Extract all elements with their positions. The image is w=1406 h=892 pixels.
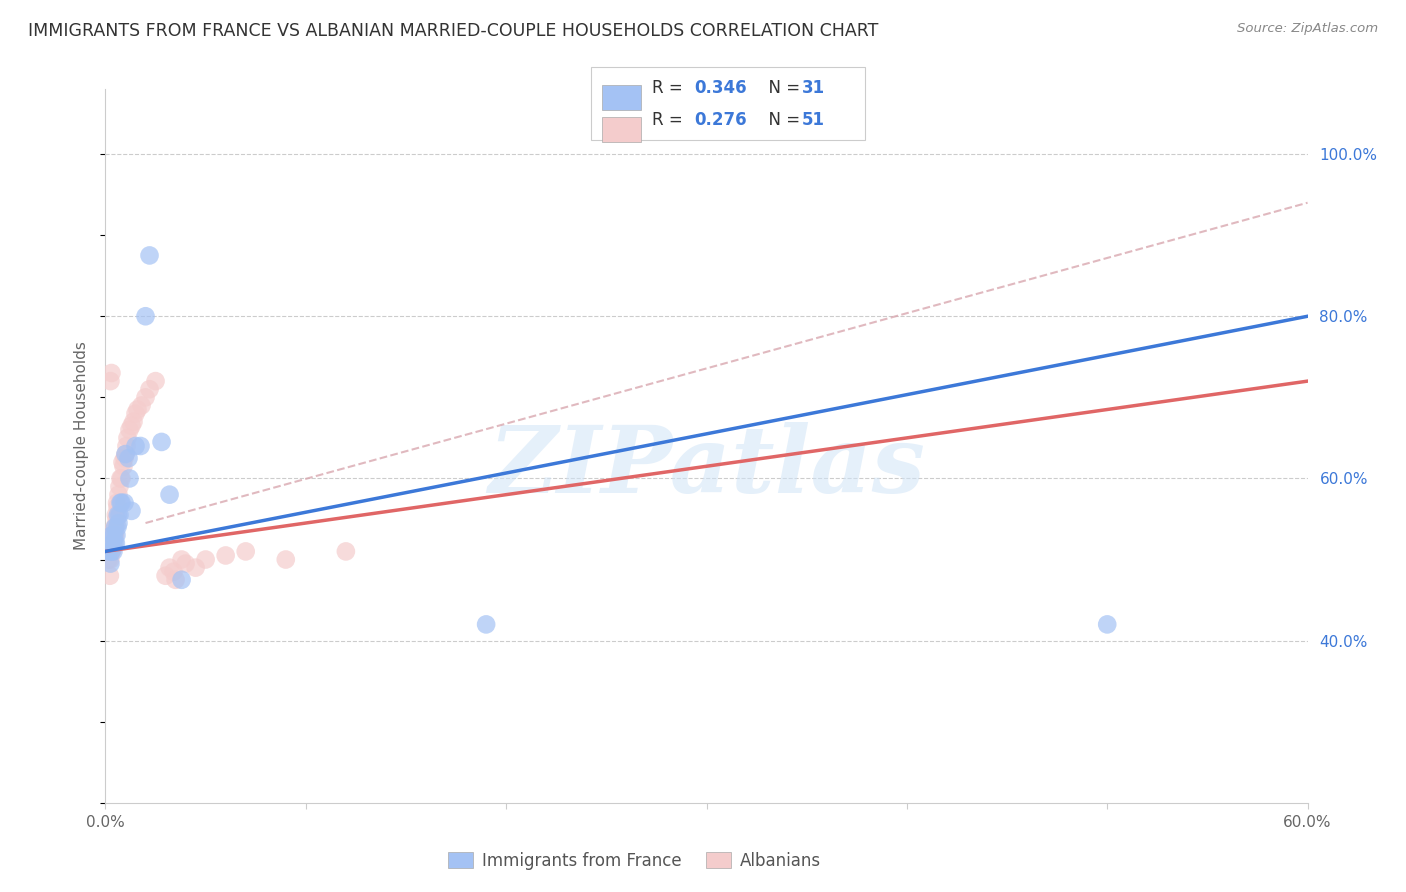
Point	[115, 439, 138, 453]
Point	[170, 552, 193, 566]
Point	[135, 310, 157, 324]
Point	[105, 496, 128, 510]
Point	[105, 528, 128, 542]
Text: 51: 51	[801, 112, 824, 129]
Point	[101, 528, 124, 542]
Point	[103, 520, 125, 534]
Point	[174, 557, 197, 571]
Point	[121, 418, 143, 433]
Text: 0.346: 0.346	[695, 79, 747, 97]
Point	[159, 488, 181, 502]
Text: ZIPatlas: ZIPatlas	[488, 423, 925, 512]
Point	[135, 390, 157, 404]
Point	[129, 439, 152, 453]
Point	[274, 552, 297, 566]
Point	[98, 544, 121, 558]
Point	[107, 520, 129, 534]
Point	[110, 496, 132, 510]
Point	[124, 407, 146, 421]
Point	[107, 516, 129, 530]
Point	[114, 447, 136, 461]
Text: R =: R =	[652, 112, 689, 129]
Point	[100, 374, 122, 388]
Point	[235, 544, 257, 558]
Point	[103, 536, 125, 550]
Y-axis label: Married-couple Households: Married-couple Households	[75, 342, 90, 550]
Point	[103, 528, 125, 542]
Point	[335, 544, 357, 558]
Point	[108, 508, 131, 522]
Point	[98, 544, 121, 558]
Point	[100, 544, 122, 558]
Text: IMMIGRANTS FROM FRANCE VS ALBANIAN MARRIED-COUPLE HOUSEHOLDS CORRELATION CHART: IMMIGRANTS FROM FRANCE VS ALBANIAN MARRI…	[28, 22, 879, 40]
Point	[214, 549, 236, 563]
Point	[104, 536, 127, 550]
Point	[110, 471, 132, 485]
Point	[101, 536, 124, 550]
Point	[112, 459, 135, 474]
Point	[159, 560, 181, 574]
Point	[118, 423, 141, 437]
Point	[100, 552, 122, 566]
Text: 0.276: 0.276	[695, 112, 747, 129]
Point	[110, 471, 132, 485]
Point	[104, 508, 127, 522]
Point	[100, 557, 122, 571]
Point	[108, 479, 131, 493]
Point	[103, 541, 125, 555]
Point	[100, 366, 122, 380]
Point	[117, 431, 139, 445]
Text: 31: 31	[801, 79, 824, 97]
Point	[107, 500, 129, 514]
Point	[122, 415, 145, 429]
Text: R =: R =	[652, 79, 689, 97]
Point	[103, 544, 125, 558]
Point	[100, 544, 122, 558]
Point	[1097, 617, 1119, 632]
Point	[110, 496, 132, 510]
Point	[107, 508, 129, 522]
Text: N =: N =	[758, 112, 806, 129]
Point	[145, 374, 167, 388]
Text: N =: N =	[758, 79, 806, 97]
Point	[97, 552, 120, 566]
Legend: Immigrants from France, Albanians: Immigrants from France, Albanians	[441, 846, 827, 877]
Point	[127, 402, 149, 417]
Point	[111, 455, 134, 469]
Point	[98, 568, 121, 582]
Point	[131, 399, 153, 413]
Point	[117, 451, 139, 466]
Point	[162, 565, 184, 579]
Point	[104, 528, 127, 542]
Point	[170, 573, 193, 587]
Point	[104, 520, 127, 534]
Point	[118, 471, 141, 485]
Point	[107, 488, 129, 502]
Point	[101, 528, 124, 542]
Point	[165, 573, 187, 587]
Text: Source: ZipAtlas.com: Source: ZipAtlas.com	[1237, 22, 1378, 36]
Point	[105, 512, 128, 526]
Point	[114, 447, 136, 461]
Point	[101, 536, 124, 550]
Point	[184, 560, 207, 574]
Point	[121, 504, 143, 518]
Point	[100, 536, 122, 550]
Point	[155, 568, 177, 582]
Point	[114, 496, 136, 510]
Point	[101, 544, 124, 558]
Point	[124, 439, 146, 453]
Point	[138, 382, 160, 396]
Point	[138, 248, 160, 262]
Point	[150, 434, 173, 449]
Point	[104, 520, 127, 534]
Point	[114, 451, 136, 466]
Point	[194, 552, 217, 566]
Point	[475, 617, 498, 632]
Point	[103, 528, 125, 542]
